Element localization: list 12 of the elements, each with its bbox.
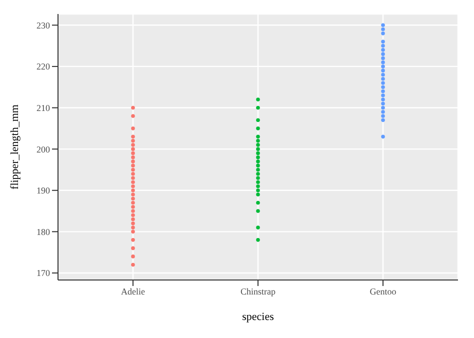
- x-tick-label: Chinstrap: [240, 286, 276, 296]
- y-tick-label: 170: [36, 268, 50, 278]
- y-tick-label: 200: [36, 144, 50, 154]
- x-tick-label: Adelie: [121, 286, 145, 296]
- y-axis-title: flipper_length_mm: [8, 104, 21, 190]
- y-tick-label: 190: [36, 186, 50, 196]
- y-tick-label: 210: [36, 102, 50, 113]
- x-tick-label: Gentoo: [370, 286, 397, 296]
- y-tick-label: 220: [36, 62, 50, 72]
- x-axis-title: species: [242, 311, 274, 323]
- y-tick-label: 230: [36, 20, 50, 30]
- y-tick-label: 180: [36, 226, 50, 237]
